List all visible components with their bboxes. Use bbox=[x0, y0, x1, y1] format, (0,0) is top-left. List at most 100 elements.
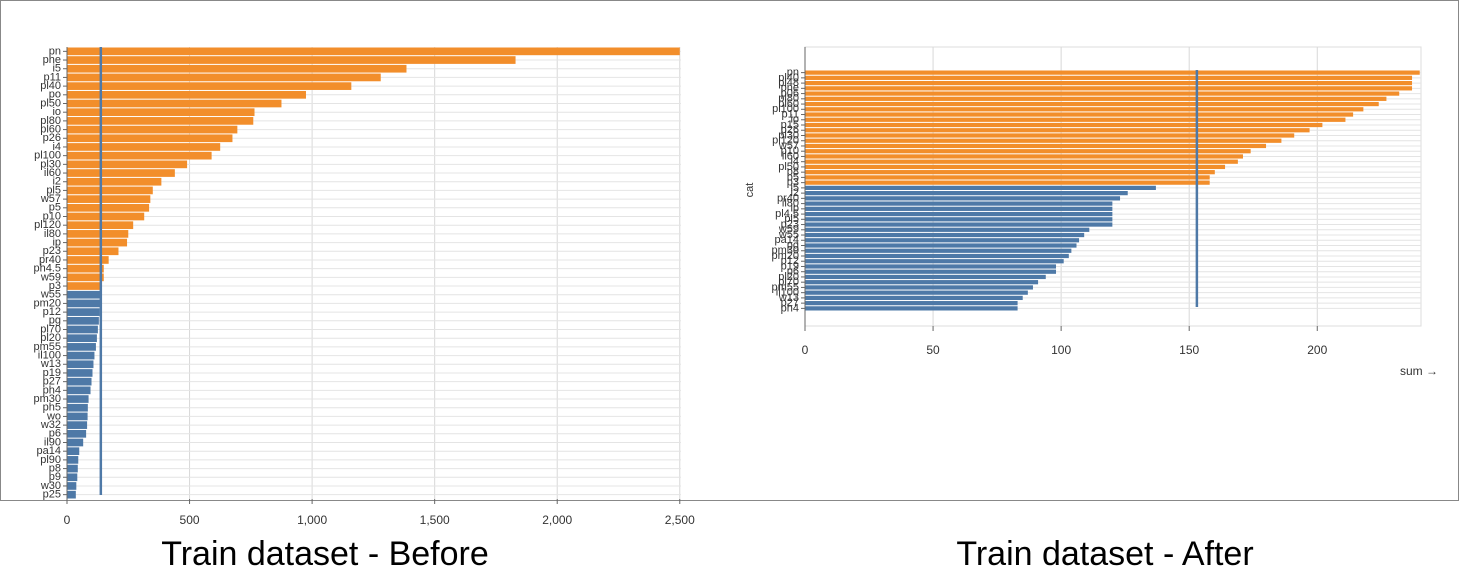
bar bbox=[67, 195, 151, 203]
y-tick-label: i4 bbox=[52, 141, 61, 153]
bar bbox=[67, 403, 88, 412]
x-tick-label: 0 bbox=[802, 343, 809, 357]
y-tick-label: pn bbox=[787, 67, 799, 79]
y-axis-label: cat bbox=[744, 183, 756, 198]
y-tick-label: pl80 bbox=[778, 93, 799, 105]
bar bbox=[805, 75, 1413, 80]
bar bbox=[67, 369, 93, 377]
bar bbox=[67, 108, 255, 117]
bar bbox=[805, 101, 1379, 107]
bar bbox=[805, 180, 1210, 185]
bar bbox=[67, 386, 91, 395]
bar bbox=[67, 82, 352, 90]
x-tick-label: 1,000 bbox=[297, 513, 327, 527]
y-tick-label: pl60 bbox=[40, 123, 61, 135]
y-tick-label: il60 bbox=[782, 150, 799, 162]
bar bbox=[805, 269, 1057, 274]
y-tick-label: il90 bbox=[44, 436, 61, 448]
y-tick-label: pl4.5 bbox=[775, 208, 799, 220]
y-tick-label: il100 bbox=[38, 349, 61, 361]
bar bbox=[67, 438, 84, 447]
bar bbox=[67, 247, 119, 256]
bar bbox=[67, 230, 129, 238]
y-tick-label: pl70 bbox=[40, 323, 61, 335]
y-tick-label: pm20 bbox=[33, 297, 61, 309]
bar bbox=[805, 117, 1346, 122]
bar bbox=[67, 325, 98, 334]
bar bbox=[805, 206, 1113, 211]
x-tick-label: 50 bbox=[926, 343, 940, 357]
y-tick-label: p6 bbox=[787, 266, 799, 278]
bar bbox=[805, 86, 1413, 91]
bar bbox=[67, 447, 80, 456]
y-tick-label: i2 bbox=[790, 187, 799, 199]
y-tick-label: i5 bbox=[790, 182, 799, 194]
y-tick-label: pl120 bbox=[34, 219, 61, 231]
bar bbox=[805, 96, 1387, 101]
y-tick-label: pm30 bbox=[33, 393, 61, 405]
bar bbox=[67, 99, 282, 108]
bar bbox=[805, 253, 1069, 259]
chart-title: Train dataset - After bbox=[956, 535, 1253, 573]
bar bbox=[67, 177, 162, 186]
y-tick-label: w55 bbox=[40, 289, 61, 301]
y-tick-label: p26 bbox=[781, 124, 799, 136]
bar bbox=[67, 308, 100, 316]
y-tick-label: pl40 bbox=[778, 72, 799, 84]
bar bbox=[805, 149, 1251, 154]
bar bbox=[67, 273, 104, 282]
y-tick-label: ip bbox=[790, 203, 799, 215]
bar bbox=[67, 160, 188, 169]
bar bbox=[67, 264, 104, 273]
x-axis-label: sum → bbox=[1400, 364, 1438, 378]
frame bbox=[0, 0, 1459, 501]
y-tick-label: p9 bbox=[49, 471, 61, 483]
bar bbox=[805, 201, 1113, 206]
bar bbox=[805, 191, 1128, 196]
bar bbox=[67, 256, 109, 264]
y-tick-label: pr40 bbox=[39, 254, 61, 266]
y-tick-label: p19 bbox=[43, 367, 61, 379]
cover bbox=[0, 501, 805, 531]
y-tick-label: p27 bbox=[781, 297, 799, 309]
x-tick-label: 200 bbox=[1307, 343, 1327, 357]
bar bbox=[805, 211, 1113, 217]
y-tick-label: pl40 bbox=[40, 80, 61, 92]
y-tick-label: p5 bbox=[787, 171, 799, 183]
bar bbox=[805, 280, 1039, 285]
y-tick-label: pa14 bbox=[37, 445, 61, 457]
x-tick-label: 0 bbox=[64, 513, 71, 527]
bar bbox=[67, 134, 233, 143]
y-tick-label: pm55 bbox=[771, 281, 799, 293]
y-tick-label: p19 bbox=[781, 260, 799, 272]
bar bbox=[67, 47, 680, 56]
y-tick-label: ph4 bbox=[781, 302, 799, 314]
y-tick-label: p8 bbox=[787, 166, 799, 178]
y-tick-label: p27 bbox=[43, 376, 61, 388]
y-tick-label: pl80 bbox=[40, 115, 61, 127]
y-tick-label: pl60 bbox=[778, 98, 799, 110]
y-tick-label: p8 bbox=[49, 462, 61, 474]
y-tick-label: il60 bbox=[44, 167, 61, 179]
y-tick-label: pl20 bbox=[778, 271, 799, 283]
bar bbox=[805, 264, 1057, 269]
y-tick-label: pl20 bbox=[40, 332, 61, 344]
y-tick-label: pl48 bbox=[778, 77, 799, 89]
bar bbox=[67, 334, 97, 343]
bar bbox=[805, 290, 1028, 295]
bar bbox=[67, 456, 79, 464]
y-tick-label: p23 bbox=[781, 218, 799, 230]
y-tick-label: p26 bbox=[43, 132, 61, 144]
bar bbox=[67, 473, 78, 482]
y-tick-label: pl50 bbox=[40, 97, 61, 109]
x-tick-label: 1,500 bbox=[420, 513, 450, 527]
y-tick-label: phe bbox=[43, 54, 61, 66]
bar bbox=[805, 232, 1085, 238]
y-tick-label: w13 bbox=[40, 358, 61, 370]
y-tick-label: p12 bbox=[43, 306, 61, 318]
y-tick-label: i2 bbox=[52, 176, 61, 188]
y-tick-label: pn bbox=[49, 45, 61, 57]
y-tick-label: pl5 bbox=[46, 184, 61, 196]
bar bbox=[67, 90, 306, 99]
y-tick-label: pl5 bbox=[784, 213, 799, 225]
